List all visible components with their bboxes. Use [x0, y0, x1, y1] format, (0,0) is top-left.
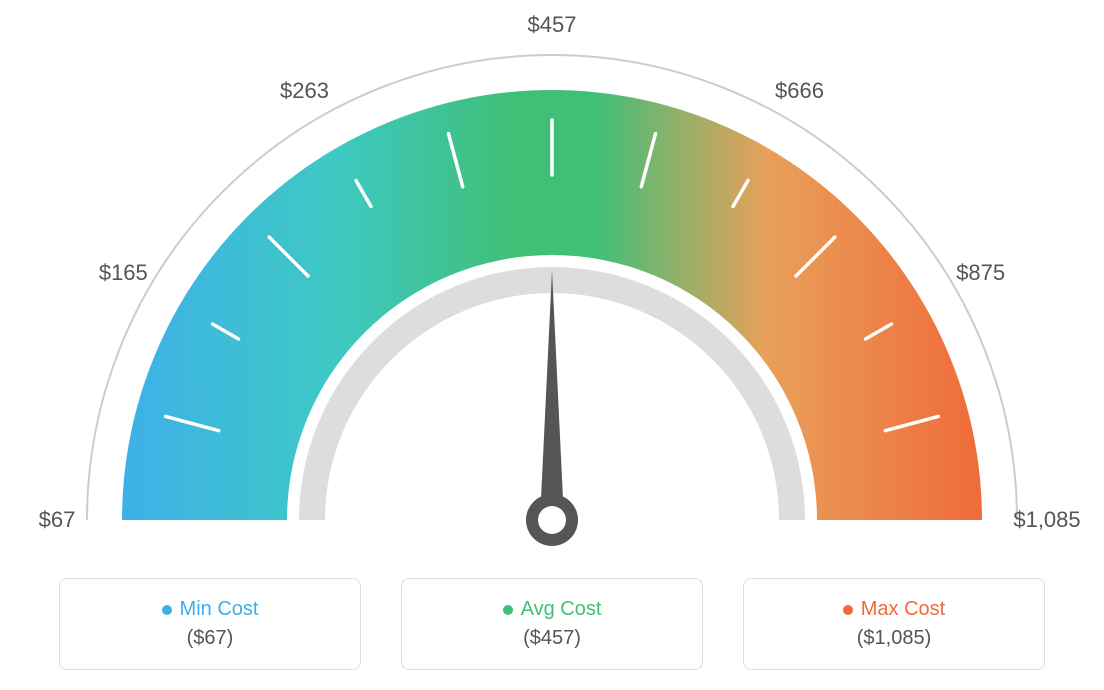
tick-label: $875 [956, 260, 1005, 286]
legend-min-cost: Min Cost ($67) [59, 578, 361, 670]
tick-label: $1,085 [1013, 507, 1080, 533]
legend-label: Max Cost [861, 598, 945, 621]
gauge-chart-container: $67 $165 $263 $457 $666 $875 $1,085 Min Cost (… [0, 0, 1104, 690]
dot-icon [843, 605, 853, 615]
legend-value: ($457) [523, 627, 581, 650]
tick-label: $165 [99, 260, 148, 286]
legend-value: ($67) [187, 627, 234, 650]
legend-avg-cost: Avg Cost ($457) [401, 578, 703, 670]
legend-label: Avg Cost [521, 598, 602, 621]
legend-max-cost: Max Cost ($1,085) [743, 578, 1045, 670]
legend-avg-title: Avg Cost [503, 598, 602, 621]
gauge-area: $67 $165 $263 $457 $666 $875 $1,085 [0, 0, 1104, 560]
dot-icon [503, 605, 513, 615]
legend-row: Min Cost ($67) Avg Cost ($457) Max Cost … [0, 578, 1104, 670]
legend-min-title: Min Cost [162, 598, 259, 621]
legend-max-title: Max Cost [843, 598, 945, 621]
tick-label: $666 [775, 78, 824, 104]
legend-label: Min Cost [180, 598, 259, 621]
gauge-svg [0, 0, 1104, 560]
legend-value: ($1,085) [857, 627, 932, 650]
tick-label: $67 [39, 507, 76, 533]
tick-label: $263 [280, 78, 329, 104]
tick-label: $457 [528, 12, 577, 38]
dot-icon [162, 605, 172, 615]
